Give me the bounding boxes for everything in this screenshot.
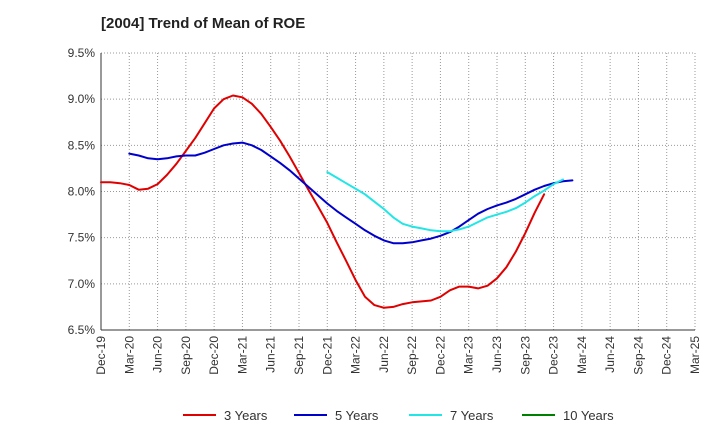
series-line-3-years	[100, 94, 546, 309]
x-tick-label: Sep-23	[518, 336, 532, 375]
y-tick-label: 7.5%	[68, 231, 96, 245]
series-line-7-years	[326, 171, 564, 233]
x-tick-label: Mar-23	[462, 336, 476, 374]
y-tick-label: 8.0%	[68, 185, 96, 199]
x-tick-label: Dec-20	[207, 336, 221, 375]
y-tick-label: 8.5%	[68, 138, 96, 152]
y-tick-label: 7.0%	[68, 277, 96, 291]
x-tick-label: Mar-24	[575, 336, 589, 374]
x-tick-label: Jun-20	[151, 336, 165, 373]
y-tick-label: 9.5%	[68, 46, 96, 60]
x-tick-label: Mar-20	[122, 336, 136, 374]
x-tick-label: Jun-22	[377, 336, 391, 373]
series-line-5-years	[128, 141, 574, 245]
x-tick-label: Dec-24	[660, 336, 674, 375]
x-tick-label: Dec-21	[320, 336, 334, 375]
legend-label: 5 Years	[335, 408, 379, 423]
x-tick-label: Sep-24	[631, 336, 645, 375]
x-tick-label: Mar-25	[688, 336, 702, 374]
legend-label: 10 Years	[563, 408, 614, 423]
x-tick-label: Mar-21	[235, 336, 249, 374]
x-tick-label: Sep-22	[405, 336, 419, 375]
x-tick-label: Jun-24	[603, 336, 617, 373]
chart-title: [2004] Trend of Mean of ROE	[101, 15, 306, 32]
y-tick-label: 6.5%	[68, 323, 96, 337]
legend-label: 3 Years	[224, 408, 268, 423]
x-tick-label: Sep-21	[292, 336, 306, 375]
y-tick-label: 9.0%	[68, 92, 96, 106]
x-tick-label: Jun-21	[264, 336, 278, 373]
x-tick-label: Mar-22	[349, 336, 363, 374]
x-tick-label: Dec-19	[94, 336, 108, 375]
legend-label: 7 Years	[450, 408, 494, 423]
x-tick-label: Dec-23	[547, 336, 561, 375]
x-tick-label: Jun-23	[490, 336, 504, 373]
x-tick-label: Sep-20	[179, 336, 193, 375]
x-tick-label: Dec-22	[433, 336, 447, 375]
